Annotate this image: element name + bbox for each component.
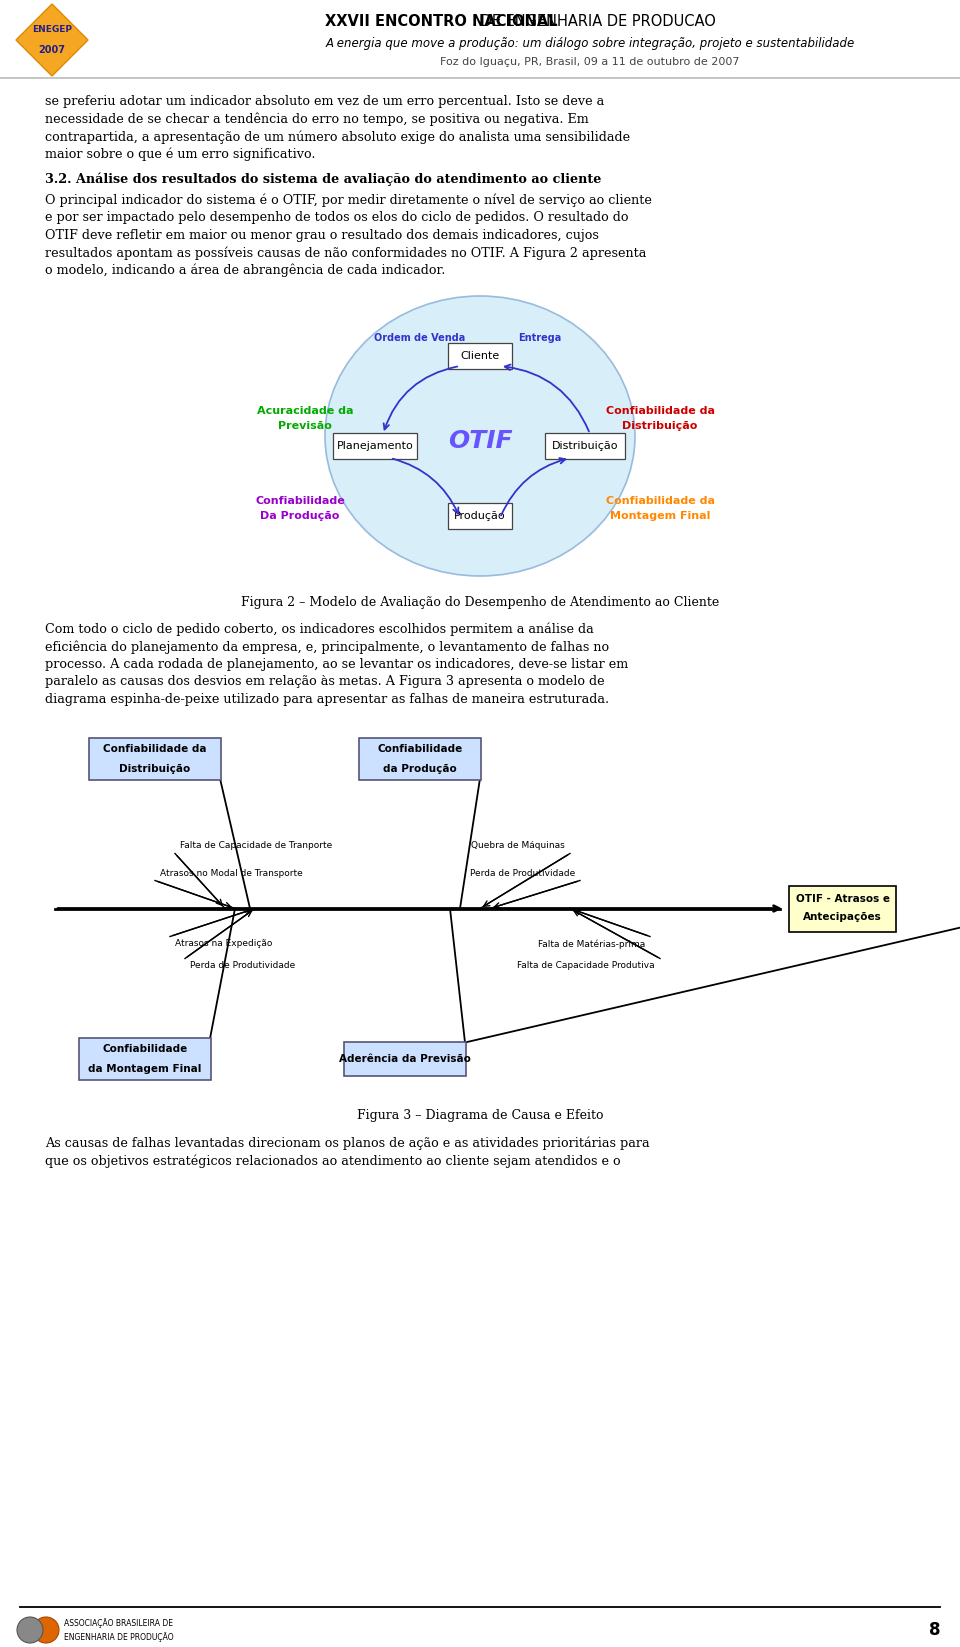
Text: ENGENHARIA DE PRODUÇÃO: ENGENHARIA DE PRODUÇÃO xyxy=(64,1632,174,1642)
Text: Confiabilidade: Confiabilidade xyxy=(255,496,345,506)
Text: paralelo as causas dos desvios em relação às metas. A Figura 3 apresenta o model: paralelo as causas dos desvios em relaçã… xyxy=(45,675,605,688)
Text: Atrasos na Expedição: Atrasos na Expedição xyxy=(175,939,273,949)
Text: OTIF deve refletir em maior ou menor grau o resultado dos demais indicadores, cu: OTIF deve refletir em maior ou menor gra… xyxy=(45,229,599,242)
Text: Falta de Capacidade de Tranporte: Falta de Capacidade de Tranporte xyxy=(180,842,332,850)
FancyBboxPatch shape xyxy=(79,1038,211,1079)
Text: Confiabilidade da: Confiabilidade da xyxy=(606,407,714,417)
Text: Antecipações: Antecipações xyxy=(804,911,882,922)
Text: que os objetivos estratégicos relacionados ao atendimento ao cliente sejam atend: que os objetivos estratégicos relacionad… xyxy=(45,1155,620,1168)
Text: Distribuição: Distribuição xyxy=(622,422,698,432)
Text: O principal indicador do sistema é o OTIF, por medir diretamente o nível de serv: O principal indicador do sistema é o OTI… xyxy=(45,193,652,208)
Text: ASSOCIAÇÃO BRASILEIRA DE: ASSOCIAÇÃO BRASILEIRA DE xyxy=(64,1617,173,1627)
Text: diagrama espinha-de-peixe utilizado para apresentar as falhas de maneira estrutu: diagrama espinha-de-peixe utilizado para… xyxy=(45,693,610,707)
Text: Com todo o ciclo de pedido coberto, os indicadores escolhidos permitem a análise: Com todo o ciclo de pedido coberto, os i… xyxy=(45,623,593,636)
Text: da Produção: da Produção xyxy=(383,764,457,774)
Text: 8: 8 xyxy=(929,1621,941,1639)
Text: processo. A cada rodada de planejamento, ao se levantar os indicadores, deve-se : processo. A cada rodada de planejamento,… xyxy=(45,659,628,670)
Text: maior sobre o que é um erro significativo.: maior sobre o que é um erro significativ… xyxy=(45,148,316,161)
Text: da Montagem Final: da Montagem Final xyxy=(88,1064,202,1074)
Text: Atrasos no Modal de Transporte: Atrasos no Modal de Transporte xyxy=(160,868,302,878)
Text: Ordem de Venda: Ordem de Venda xyxy=(374,333,466,343)
Text: Produção: Produção xyxy=(454,511,506,520)
Text: OTIF: OTIF xyxy=(447,428,513,453)
Text: Cliente: Cliente xyxy=(461,351,499,361)
Text: Acuracidade da: Acuracidade da xyxy=(256,407,353,417)
FancyBboxPatch shape xyxy=(448,502,512,529)
Text: Da Produção: Da Produção xyxy=(260,511,340,520)
FancyBboxPatch shape xyxy=(89,738,221,779)
Circle shape xyxy=(30,18,74,63)
Text: Falta de Matérias-prima: Falta de Matérias-prima xyxy=(538,939,645,949)
Text: Confiabilidade da: Confiabilidade da xyxy=(606,496,714,506)
Text: Confiabilidade da: Confiabilidade da xyxy=(104,743,206,753)
Text: Perda de Produtividade: Perda de Produtividade xyxy=(190,962,296,970)
Polygon shape xyxy=(16,3,88,76)
FancyBboxPatch shape xyxy=(344,1041,466,1075)
FancyBboxPatch shape xyxy=(789,886,896,932)
Text: Foz do Iguaçu, PR, Brasil, 09 a 11 de outubro de 2007: Foz do Iguaçu, PR, Brasil, 09 a 11 de ou… xyxy=(441,58,740,68)
Text: necessidade de se checar a tendência do erro no tempo, se positiva ou negativa. : necessidade de se checar a tendência do … xyxy=(45,112,588,127)
Text: Distribuição: Distribuição xyxy=(552,441,618,451)
Text: ENEGEP: ENEGEP xyxy=(32,25,72,35)
Text: Montagem Final: Montagem Final xyxy=(610,511,710,520)
Text: 2007: 2007 xyxy=(38,44,65,54)
Circle shape xyxy=(33,1617,59,1644)
Ellipse shape xyxy=(325,296,635,576)
Text: eficiência do planejamento da empresa, e, principalmente, o levantamento de falh: eficiência do planejamento da empresa, e… xyxy=(45,641,610,654)
Text: Distribuição: Distribuição xyxy=(119,764,191,774)
Text: Entrega: Entrega xyxy=(518,333,562,343)
Text: Quebra de Máquinas: Quebra de Máquinas xyxy=(471,842,565,850)
FancyBboxPatch shape xyxy=(333,433,417,460)
Text: Planejamento: Planejamento xyxy=(337,441,414,451)
Text: Confiabilidade: Confiabilidade xyxy=(103,1044,187,1054)
Text: Figura 3 – Diagrama de Causa e Efeito: Figura 3 – Diagrama de Causa e Efeito xyxy=(357,1108,603,1122)
Text: XXVII ENCONTRO NACIONAL: XXVII ENCONTRO NACIONAL xyxy=(325,15,558,30)
Text: A energia que move a produção: um diálogo sobre integração, projeto e sustentabi: A energia que move a produção: um diálog… xyxy=(325,36,854,49)
Text: resultados apontam as possíveis causas de não conformidades no OTIF. A Figura 2 : resultados apontam as possíveis causas d… xyxy=(45,245,646,260)
FancyBboxPatch shape xyxy=(359,738,481,779)
Text: Confiabilidade: Confiabilidade xyxy=(377,743,463,753)
Text: DE ENGENHARIA DE PRODUCAO: DE ENGENHARIA DE PRODUCAO xyxy=(475,15,715,30)
Text: Falta de Capacidade Produtiva: Falta de Capacidade Produtiva xyxy=(517,962,655,970)
FancyBboxPatch shape xyxy=(448,343,512,369)
Text: contrapartida, a apresentação de um número absoluto exige do analista uma sensib: contrapartida, a apresentação de um núme… xyxy=(45,130,630,143)
FancyBboxPatch shape xyxy=(545,433,625,460)
Circle shape xyxy=(17,1617,43,1644)
Text: Figura 2 – Modelo de Avaliação do Desempenho de Atendimento ao Cliente: Figura 2 – Modelo de Avaliação do Desemp… xyxy=(241,596,719,609)
Text: As causas de falhas levantadas direcionam os planos de ação e as atividades prio: As causas de falhas levantadas direciona… xyxy=(45,1136,650,1150)
Text: 3.2. Análise dos resultados do sistema de avaliação do atendimento ao cliente: 3.2. Análise dos resultados do sistema d… xyxy=(45,173,601,186)
Text: Previsão: Previsão xyxy=(278,422,332,432)
Text: Perda de Produtividade: Perda de Produtividade xyxy=(469,868,575,878)
Text: o modelo, indicando a área de abrangência de cada indicador.: o modelo, indicando a área de abrangênci… xyxy=(45,264,445,277)
Text: Aderência da Previsão: Aderência da Previsão xyxy=(339,1054,471,1064)
Text: OTIF - Atrasos e: OTIF - Atrasos e xyxy=(796,894,890,904)
Text: se preferiu adotar um indicador absoluto em vez de um erro percentual. Isto se d: se preferiu adotar um indicador absoluto… xyxy=(45,96,604,109)
Text: e por ser impactado pelo desempenho de todos os elos do ciclo de pedidos. O resu: e por ser impactado pelo desempenho de t… xyxy=(45,211,629,224)
